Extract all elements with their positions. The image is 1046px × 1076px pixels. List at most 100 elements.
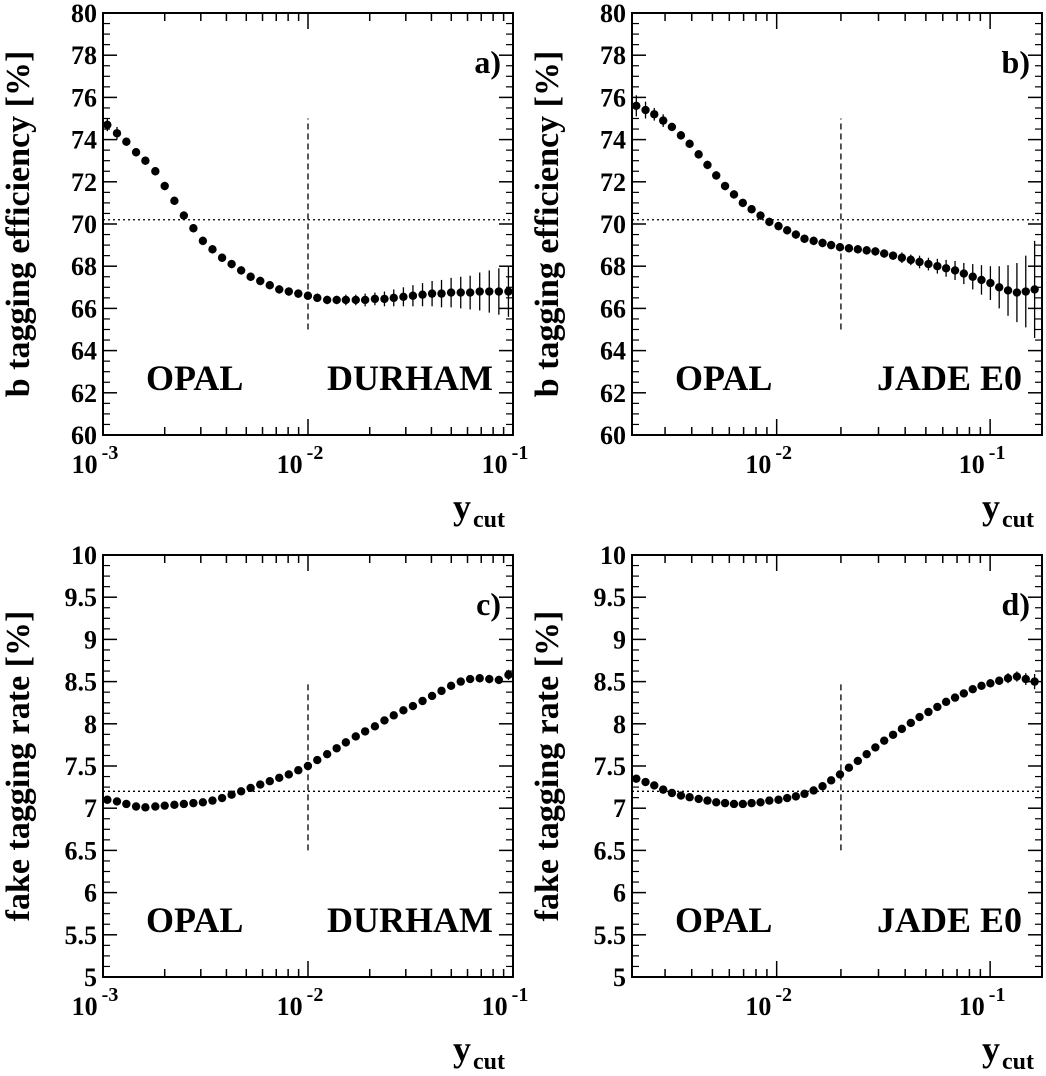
data-point <box>1003 286 1013 295</box>
data-point <box>756 211 765 220</box>
x-axis-title: ycut <box>982 487 1034 533</box>
data-point <box>782 793 792 803</box>
data-point <box>880 249 889 258</box>
data-point <box>703 160 712 170</box>
data-point <box>246 783 255 793</box>
data-point <box>160 801 169 810</box>
panel-letter: d) <box>1002 586 1030 622</box>
data-point <box>676 791 686 800</box>
data-point <box>1012 288 1022 297</box>
data-point <box>915 257 924 267</box>
data-point <box>729 190 739 199</box>
data-point <box>774 221 783 231</box>
data-point <box>906 255 916 265</box>
x-tick-base: 10 <box>745 992 771 1021</box>
x-tick-exponent: -1 <box>512 984 529 1006</box>
data-point <box>676 131 686 140</box>
data-point <box>1012 672 1022 681</box>
y-tick-label: 68 <box>600 252 626 281</box>
data-point <box>236 787 246 796</box>
x-tick-base: 10 <box>482 450 508 479</box>
data-point <box>427 691 437 701</box>
data-point <box>658 116 668 125</box>
data-point <box>198 236 208 246</box>
data-point <box>968 272 977 281</box>
data-point <box>303 761 313 771</box>
data-point <box>809 786 818 795</box>
data-point <box>844 763 854 772</box>
y-tick-label: 64 <box>600 337 626 366</box>
y-tick-label: 8.5 <box>594 668 627 697</box>
y-tick-label: 62 <box>71 379 97 408</box>
x-axis-title: ycut <box>982 1029 1034 1075</box>
y-tick-label: 5 <box>613 963 626 992</box>
x-tick-base: 10 <box>959 992 985 1021</box>
y-tick-label: 6 <box>84 879 97 908</box>
data-point <box>351 295 360 305</box>
data-point <box>747 798 756 808</box>
y-tick-label: 66 <box>600 294 626 323</box>
data-point <box>738 198 748 208</box>
x-tick-exponent: -2 <box>307 442 324 464</box>
data-point <box>446 288 456 297</box>
y-axis-title: b tagging efficiency [%] <box>529 51 566 398</box>
y-tick-label: 8.5 <box>65 668 98 697</box>
data-point <box>332 744 341 753</box>
data-point <box>941 697 951 707</box>
x-tick-label: 10 -1 <box>959 984 1006 1021</box>
label-opal: OPAL <box>675 358 772 398</box>
x-tick-label: 10 -2 <box>745 984 792 1021</box>
data-point <box>800 234 809 243</box>
y-tick-label: 76 <box>71 83 97 112</box>
data-point <box>941 264 951 273</box>
data-point <box>738 799 748 809</box>
y-tick-label: 9.5 <box>594 583 627 612</box>
data-point <box>189 798 198 808</box>
label-opal: OPAL <box>146 900 243 940</box>
data-point <box>418 290 427 299</box>
data-point <box>151 167 160 176</box>
x-axis-title-main: y <box>982 487 1000 527</box>
data-point <box>995 283 1004 292</box>
data-point <box>720 181 730 191</box>
data-point <box>418 696 427 706</box>
data-point <box>179 799 189 809</box>
x-tick-label: 10 -1 <box>482 442 529 479</box>
data-point <box>729 799 739 809</box>
data-point <box>880 736 889 745</box>
data-point <box>485 674 494 684</box>
x-axis-title: ycut <box>453 1029 505 1075</box>
data-point <box>650 781 659 790</box>
x-tick-label: 10 -2 <box>277 984 324 1021</box>
y-tick-label: 5 <box>84 963 97 992</box>
y-tick-label: 8 <box>84 710 97 739</box>
x-tick-exponent: -3 <box>102 442 119 464</box>
data-point <box>844 244 854 253</box>
x-tick-base: 10 <box>482 992 508 1021</box>
data-point <box>389 711 398 720</box>
data-point <box>774 795 783 804</box>
data-point <box>658 785 668 794</box>
data-point <box>341 295 351 305</box>
data-point <box>465 288 475 297</box>
y-tick-label: 68 <box>71 252 97 281</box>
data-point <box>888 730 898 739</box>
data-point <box>950 693 960 702</box>
data-point <box>332 295 341 305</box>
y-tick-label: 7 <box>84 794 97 823</box>
y-tick-label: 6.5 <box>65 836 98 865</box>
data-point <box>399 706 408 715</box>
data-point <box>427 289 437 298</box>
data-point <box>122 137 131 146</box>
data-point <box>265 776 274 786</box>
data-point <box>256 780 265 789</box>
data-point <box>1003 674 1013 683</box>
data-point <box>986 278 995 288</box>
y-tick-label: 7 <box>613 794 626 823</box>
data-point <box>494 287 504 296</box>
y-tick-label: 76 <box>600 83 626 112</box>
data-point <box>408 701 418 711</box>
data-point <box>360 727 370 736</box>
x-tick-label: 10 -1 <box>482 984 529 1021</box>
